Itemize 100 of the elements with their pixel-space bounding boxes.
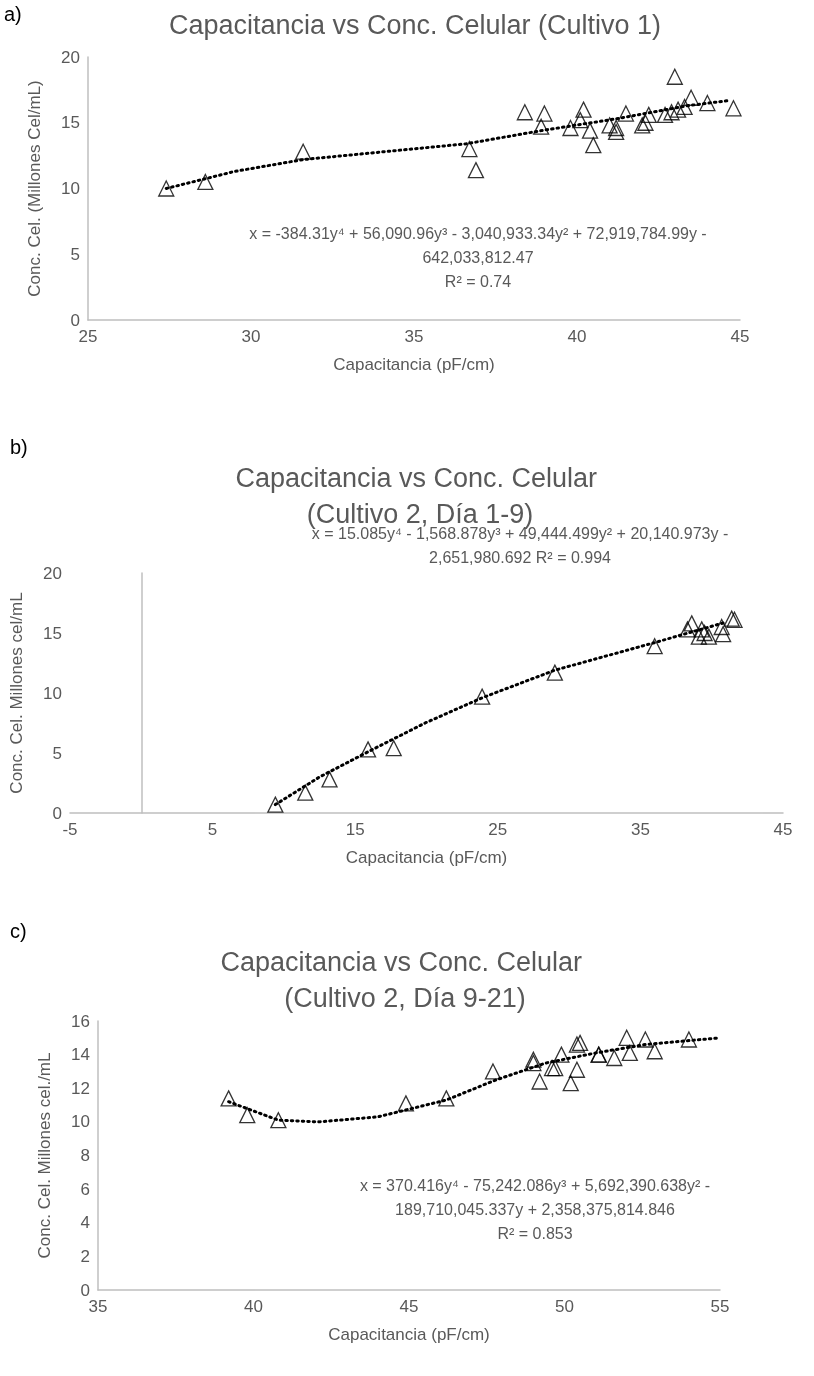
point — [467, 161, 485, 179]
x-tick-label: 45 — [730, 327, 750, 346]
point — [700, 628, 717, 645]
point — [585, 136, 602, 154]
y-tick-label: 15 — [43, 623, 62, 643]
point — [267, 796, 284, 813]
point — [725, 100, 742, 117]
point — [663, 104, 680, 121]
y-tick-label: 14 — [71, 1045, 90, 1065]
y-tick-label: 0 — [80, 1280, 90, 1300]
y-tick-label: 8 — [80, 1146, 90, 1165]
point — [682, 89, 700, 106]
point — [680, 1031, 698, 1048]
point — [562, 119, 579, 137]
y-tick-label: 15 — [61, 113, 80, 133]
x-tick-label: -5 — [62, 820, 78, 839]
y-tick-label: 6 — [80, 1179, 90, 1199]
point — [536, 105, 553, 122]
point — [543, 1059, 561, 1077]
point — [656, 106, 674, 124]
point — [713, 618, 730, 636]
x-tick-label: 55 — [710, 1297, 730, 1316]
text: a) — [4, 3, 22, 25]
x-tick-label: 15 — [345, 820, 365, 839]
point — [617, 105, 635, 122]
point — [581, 122, 599, 139]
point — [637, 1031, 654, 1048]
x-tick-label: 25 — [78, 327, 98, 346]
annotation: 642,033,812.47 — [422, 248, 534, 266]
point — [601, 117, 618, 134]
point — [568, 1061, 586, 1078]
chart-title: Capacitancia vs Conc. Celular (Cultivo 1) — [168, 10, 662, 40]
point — [699, 94, 716, 112]
point — [669, 101, 687, 118]
y-axis-title: Conc. Cel. Millones cel./mL — [35, 1052, 54, 1259]
x-tick-label: 40 — [244, 1297, 263, 1316]
y-tick-label: 5 — [70, 244, 80, 264]
y-tick-label: 5 — [52, 743, 62, 763]
y-axis-title: Conc. Cel. Millones cel/mL — [7, 592, 26, 794]
point — [676, 98, 693, 116]
y-axis-title: Conc. Cel. (Millones Cel/mL) — [25, 80, 44, 297]
y-tick-label: 10 — [61, 179, 80, 198]
y-tick-label: 0 — [52, 803, 62, 823]
x-tick-label: 30 — [241, 327, 261, 346]
point — [696, 624, 713, 642]
point — [516, 104, 533, 121]
point — [666, 68, 683, 85]
point — [461, 140, 478, 158]
text: 2,651,980.692 R² = 0.994 — [429, 548, 612, 566]
text: b) — [10, 436, 28, 458]
point — [473, 688, 491, 705]
y-tick-label: 20 — [43, 563, 62, 583]
point — [295, 143, 312, 160]
point — [525, 1054, 542, 1072]
x-tick-label: 35 — [630, 820, 650, 839]
point — [562, 1075, 579, 1092]
y-tick-label: 10 — [43, 683, 62, 703]
point — [572, 111, 589, 129]
y-tick-label: 4 — [80, 1213, 90, 1233]
point — [297, 784, 314, 801]
x-tick-label: 35 — [88, 1297, 108, 1316]
point — [690, 628, 708, 645]
point — [438, 1090, 455, 1107]
annotation: R² = 0.74 — [444, 272, 512, 290]
annotation: x = -384.31y⁴ + 56,090.96y³ - 3,040,933.34y² + 72,919,784.99y - — [249, 224, 707, 242]
point — [607, 119, 625, 137]
y-tick-label: 20 — [61, 47, 80, 67]
point — [525, 1051, 542, 1068]
x-tick-label: 5 — [207, 820, 218, 839]
point — [646, 1043, 663, 1060]
x-tick-label: 40 — [567, 327, 587, 346]
point — [679, 621, 696, 638]
annotation: x = 370.416y⁴ - 75,242.086y³ + 5,692,390.638y² - — [359, 1176, 711, 1194]
chart-title: Capacitancia vs Conc. Celular (Cultivo 2, Día 9-21) — [220, 947, 590, 1013]
x-tick-label: 35 — [404, 327, 424, 346]
annotation: 189,710,045.337y + 2,358,375,814.846 — [395, 1200, 676, 1218]
point — [158, 180, 175, 197]
y-tick-label: 0 — [70, 310, 80, 330]
point — [575, 101, 592, 118]
point — [553, 1046, 570, 1063]
point — [607, 123, 625, 141]
point — [239, 1107, 256, 1124]
annotation: R² = 0.853 — [497, 1224, 573, 1242]
x-tick-label: 45 — [399, 1297, 419, 1316]
point — [532, 118, 550, 135]
point — [618, 1029, 635, 1046]
point — [606, 1049, 623, 1067]
point — [321, 771, 338, 788]
x-axis-title: Capacitancia (pF/cm) — [333, 355, 495, 374]
y-tick-label: 10 — [71, 1112, 90, 1132]
x-axis-title: Capacitancia (pF/cm) — [345, 848, 508, 867]
point — [646, 638, 663, 655]
y-tick-label: 16 — [71, 1011, 90, 1031]
point — [270, 1112, 287, 1129]
x-tick-label: 25 — [488, 820, 508, 839]
point — [359, 741, 377, 758]
x-axis-title: Capacitancia (pF/cm) — [328, 1325, 490, 1344]
point — [640, 106, 657, 124]
point — [385, 740, 402, 757]
point — [546, 664, 563, 681]
